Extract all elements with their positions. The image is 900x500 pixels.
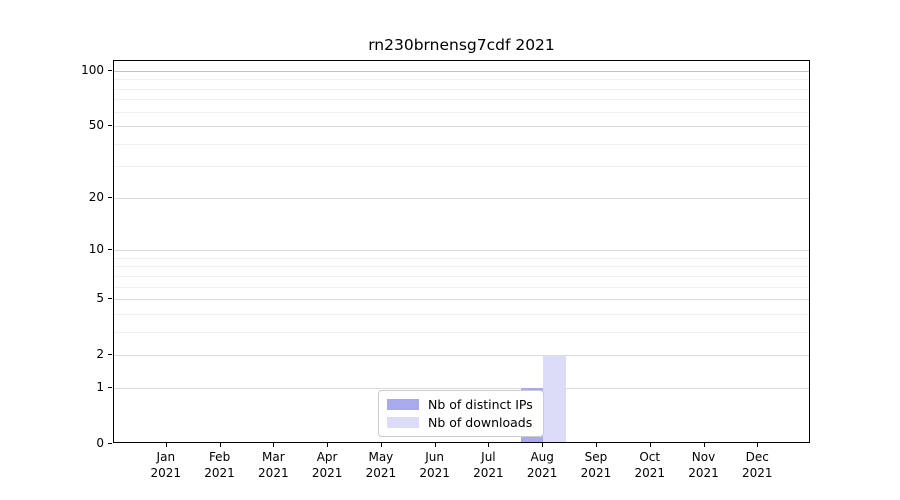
year-label: 2021 [258, 466, 289, 480]
downloads-swatch-icon [387, 417, 419, 428]
year-label: 2021 [204, 466, 235, 480]
x-tick-label: Dec 2021 [729, 449, 785, 481]
month-label: Mar [262, 450, 285, 464]
x-tick-mark [542, 443, 544, 447]
y-tick-label: 10 [88, 242, 104, 257]
y-tick-label: 100 [81, 62, 104, 77]
month-label: Jan [156, 450, 176, 464]
year-label: 2021 [150, 466, 182, 480]
year-label: 2021 [526, 466, 558, 480]
year-label: 2021 [365, 466, 397, 480]
month-label: May [368, 450, 394, 464]
y-tick-mark [108, 125, 112, 127]
x-tick-label: Oct 2021 [622, 449, 678, 481]
x-tick-mark [488, 443, 490, 447]
x-tick-label: Jun 2021 [407, 449, 463, 481]
major-gridline [114, 70, 809, 72]
legend-item-distinct-ips: Nb of distinct IPs [387, 397, 535, 412]
minor-gridline [114, 313, 809, 315]
y-tick-label: 50 [88, 118, 104, 133]
x-tick-mark [434, 443, 436, 447]
legend-item-downloads: Nb of downloads [387, 415, 535, 430]
minor-gridline [114, 143, 809, 145]
major-gridline [114, 126, 809, 128]
y-tick-label: 20 [88, 189, 104, 204]
y-tick-label: 0 [96, 436, 104, 450]
x-tick-label: May 2021 [353, 449, 409, 481]
y-tick-mark [108, 443, 112, 444]
minor-gridline [114, 88, 809, 90]
month-label: Jun [425, 450, 445, 464]
y-tick-mark [108, 196, 112, 198]
month-label: Sep [584, 450, 608, 464]
x-tick-mark [273, 443, 275, 447]
bar-downloads [543, 355, 566, 442]
month-label: Jul [481, 450, 496, 464]
distinct-ips-swatch-icon [387, 399, 419, 410]
x-tick-label: Aug 2021 [514, 449, 570, 481]
y-tick-label: 1 [96, 379, 104, 394]
minor-gridline [114, 275, 809, 277]
x-tick-mark [327, 443, 329, 447]
y-tick-mark [108, 298, 112, 300]
major-gridline [114, 299, 809, 301]
year-label: 2021 [688, 466, 719, 480]
x-tick-mark [595, 443, 597, 447]
major-gridline [114, 387, 809, 389]
minor-gridline [114, 166, 809, 168]
x-tick-mark [219, 443, 221, 447]
x-tick-mark [165, 443, 167, 447]
minor-gridline [114, 111, 809, 113]
major-gridline [114, 355, 809, 357]
year-label: 2021 [741, 466, 773, 480]
x-tick-label: Nov 2021 [676, 449, 732, 481]
x-tick-label: Sep 2021 [568, 449, 624, 481]
legend-label: Nb of downloads [428, 415, 533, 430]
x-tick-label: Mar 2021 [245, 449, 301, 481]
minor-gridline [114, 99, 809, 101]
year-label: 2021 [311, 466, 343, 480]
month-label: Aug [530, 450, 554, 464]
x-tick-mark [649, 443, 651, 447]
month-label: Nov [691, 450, 716, 464]
y-tick-mark [108, 69, 112, 71]
minor-gridline [114, 257, 809, 259]
x-tick-mark [703, 443, 705, 447]
y-tick-mark [108, 386, 112, 388]
minor-gridline [114, 331, 809, 333]
plot-area [113, 60, 810, 443]
y-tick-label: 2 [96, 347, 104, 362]
y-tick-mark [108, 354, 112, 356]
minor-gridline [114, 266, 809, 268]
x-tick-label: Apr 2021 [299, 449, 355, 481]
major-gridline [114, 197, 809, 199]
major-gridline [114, 250, 809, 252]
year-label: 2021 [580, 466, 612, 480]
year-label: 2021 [419, 466, 450, 480]
legend: Nb of distinct IPs Nb of downloads [378, 390, 544, 437]
month-label: Oct [639, 450, 661, 464]
minor-gridline [114, 286, 809, 288]
month-label: Apr [316, 450, 338, 464]
legend-label: Nb of distinct IPs [428, 397, 533, 412]
month-label: Feb [208, 450, 231, 464]
year-label: 2021 [473, 466, 504, 480]
y-tick-mark [108, 249, 112, 251]
x-tick-label: Jul 2021 [460, 449, 516, 481]
x-tick-mark [757, 443, 759, 447]
x-tick-mark [380, 443, 382, 447]
year-label: 2021 [634, 466, 665, 480]
y-tick-label: 5 [96, 291, 104, 306]
x-tick-label: Jan 2021 [138, 449, 194, 481]
minor-gridline [114, 79, 809, 81]
chart-title: rn230brnensg7cdf 2021 [368, 36, 555, 54]
month-label: Dec [745, 450, 769, 464]
x-tick-label: Feb 2021 [192, 449, 248, 481]
